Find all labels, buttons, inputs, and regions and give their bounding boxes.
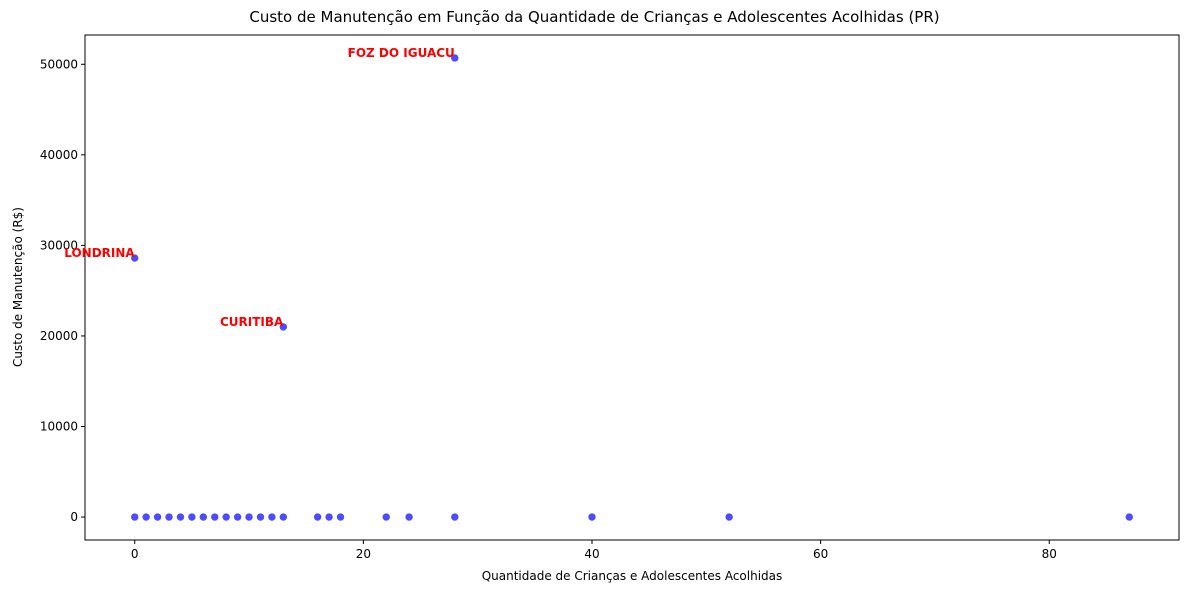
- data-point: [404, 512, 414, 522]
- x-tick-label: 20: [356, 547, 371, 561]
- scatter-annotations: FOZ DO IGUACU LONDRINA CURITIBA: [64, 46, 455, 329]
- data-point: [267, 512, 277, 522]
- data-point: [130, 512, 140, 522]
- y-axis-ticks: 0 10000 20000 30000 40000 50000: [40, 57, 85, 524]
- data-point: [221, 512, 231, 522]
- chart-title: Custo de Manutenção em Função da Quantid…: [249, 8, 939, 26]
- y-tick-label: 50000: [40, 57, 78, 71]
- y-axis-label: Custo de Manutenção (R$): [11, 207, 25, 367]
- data-point: [153, 512, 162, 522]
- data-point: [199, 512, 208, 522]
- data-point: [279, 322, 288, 332]
- point-annotation: CURITIBA: [220, 315, 284, 329]
- y-tick-label: 10000: [40, 419, 78, 433]
- data-point: [450, 512, 460, 522]
- data-point: [176, 512, 185, 522]
- data-point: [724, 512, 734, 522]
- data-point: [141, 512, 151, 522]
- data-point: [187, 512, 197, 522]
- data-point: [1124, 512, 1134, 522]
- scatter-points: [130, 53, 1134, 522]
- data-point: [256, 512, 265, 522]
- data-point: [130, 253, 140, 263]
- x-axis-label: Quantidade de Crianças e Adolescentes Ac…: [482, 569, 783, 583]
- data-point: [244, 512, 254, 522]
- y-tick-label: 40000: [40, 148, 78, 162]
- x-tick-label: 80: [1042, 547, 1057, 561]
- plot-frame: [84, 34, 1180, 541]
- y-tick-label: 20000: [40, 329, 78, 343]
- y-tick-label: 0: [70, 510, 78, 524]
- data-point: [279, 512, 288, 522]
- data-point: [381, 512, 391, 522]
- data-point: [313, 512, 322, 522]
- data-point: [210, 512, 220, 522]
- point-annotation: FOZ DO IGUACU: [348, 46, 455, 60]
- data-point: [233, 512, 242, 522]
- plot-area: 0 20 40 60 80 0 10000 20000 30000 40000 50000 FOZ…: [40, 34, 1180, 561]
- data-point: [336, 512, 345, 522]
- x-tick-label: 60: [813, 547, 828, 561]
- data-point: [450, 53, 460, 63]
- x-axis-ticks: 0 20 40 60 80: [131, 540, 1057, 561]
- x-tick-label: 0: [131, 547, 139, 561]
- data-point: [164, 512, 174, 522]
- y-tick-label: 30000: [40, 238, 78, 252]
- point-annotation: LONDRINA: [64, 246, 135, 260]
- data-point: [324, 512, 334, 522]
- x-tick-label: 40: [584, 547, 599, 561]
- data-point: [587, 512, 597, 522]
